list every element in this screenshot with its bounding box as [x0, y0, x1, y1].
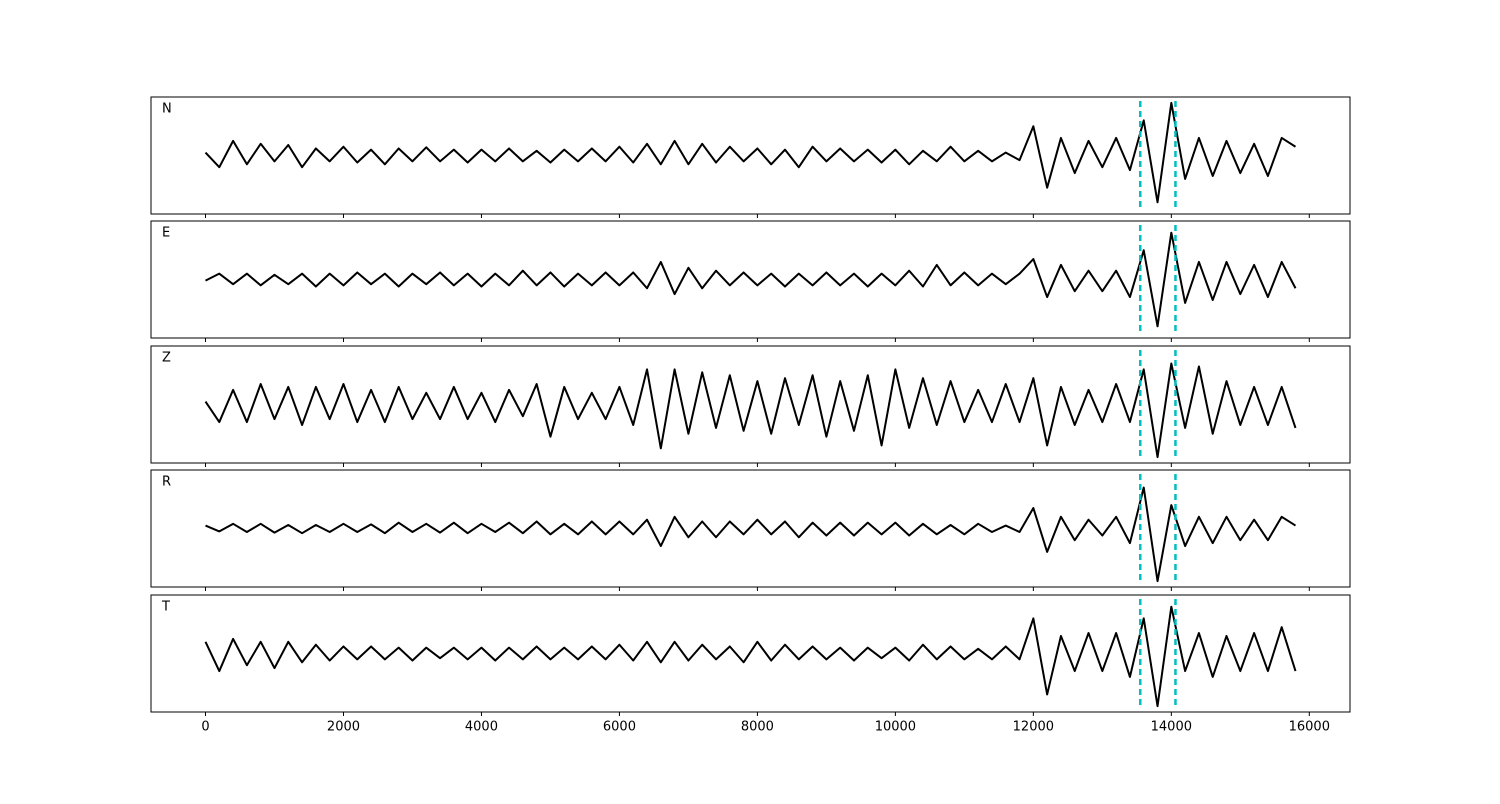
panel-label: R	[162, 475, 171, 490]
waveform	[204, 101, 1297, 204]
x-tick-label: 14000	[1151, 720, 1192, 735]
waveform	[204, 362, 1297, 459]
x-tick-label: 4000	[465, 720, 498, 735]
x-tick-label: 0	[201, 720, 209, 735]
panel-label: T	[161, 600, 170, 615]
x-tick-label: 16000	[1289, 720, 1330, 735]
waveform	[205, 231, 1297, 328]
waveform	[204, 605, 1297, 708]
x-tick-label: 2000	[327, 720, 360, 735]
waveform	[205, 486, 1297, 583]
x-tick-label: 12000	[1013, 720, 1054, 735]
x-tick-label: 6000	[603, 720, 636, 735]
panel-label: N	[162, 102, 172, 117]
panel-label: Z	[162, 351, 171, 366]
panel-frame	[150, 345, 1351, 464]
x-tick-label: 8000	[741, 720, 774, 735]
x-tick-label: 10000	[875, 720, 916, 735]
panel-frame	[150, 594, 1351, 713]
panel-frame	[150, 469, 1351, 588]
panel-frame	[150, 220, 1351, 339]
panel-label: E	[162, 226, 170, 241]
panel-frame	[150, 96, 1351, 215]
